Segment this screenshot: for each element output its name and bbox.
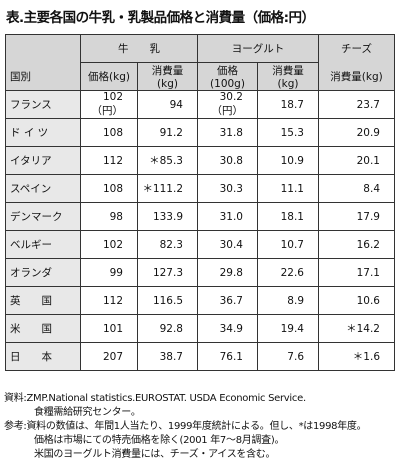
table-row: ド イ ツ 108 91.2 31.8 15.3 20.9	[5, 118, 395, 147]
table: 国別 牛 乳 ヨーグルト チーズ 価格(kg) 消費量(kg) 価格(100g)…	[5, 34, 395, 371]
cell: 15.3	[257, 118, 319, 147]
cell: ＊1.6	[318, 342, 395, 371]
cell: 31.8	[197, 118, 258, 147]
cell: 30.2（円）	[197, 90, 258, 119]
group-header: 牛 乳	[80, 34, 198, 63]
country: フランス	[5, 90, 81, 119]
table-row: 英 国 112 116.5 36.7 8.9 10.6	[5, 286, 395, 315]
cell: 10.6	[318, 286, 395, 315]
cell: 23.7	[318, 90, 395, 119]
cell: 11.1	[257, 174, 319, 203]
table-row: デンマーク 98 133.9 31.0 18.1 17.9	[5, 202, 395, 231]
cell: 133.9	[137, 202, 198, 231]
cell: 18.1	[257, 202, 319, 231]
cell: 17.9	[318, 202, 395, 231]
cell: 10.7	[257, 230, 319, 259]
sub-header: 消費量(kg)	[257, 62, 319, 91]
note-line: 食糧需給研究センター。	[34, 407, 141, 418]
cell: 30.3	[197, 174, 258, 203]
cell: 7.6	[257, 342, 319, 371]
note-line: 米国のヨーグルト消費量には、チーズ・アイスを含む。	[34, 449, 276, 460]
cell: 16.2	[318, 230, 395, 259]
cell: 20.1	[318, 146, 395, 175]
cell: 91.2	[137, 118, 198, 147]
sub-header: 消費量(kg)	[318, 62, 395, 91]
table-row: フランス 102（円） 94 30.2（円） 18.7 23.7	[5, 90, 395, 119]
country: イタリア	[5, 146, 81, 175]
country: オランダ	[5, 258, 81, 287]
cell: 22.6	[257, 258, 319, 287]
note-line: 価格は市場にての特売価格を除く(2001 年7〜8月調査)。	[34, 435, 285, 446]
country: スペイン	[5, 174, 81, 203]
cell: 82.3	[137, 230, 198, 259]
cell: 102	[80, 230, 138, 259]
cell: 34.9	[197, 314, 258, 343]
cell: 92.8	[137, 314, 198, 343]
country: 米 国	[5, 314, 81, 343]
cell: 207	[80, 342, 138, 371]
country: 日 本	[5, 342, 81, 371]
country: デンマーク	[5, 202, 81, 231]
cell: 99	[80, 258, 138, 287]
cell: 108	[80, 174, 138, 203]
table-row: 米 国 101 92.8 34.9 19.4 ＊14.2	[5, 314, 395, 343]
cell: 36.7	[197, 286, 258, 315]
cell: 94	[137, 90, 198, 119]
cell: 30.4	[197, 230, 258, 259]
corner-header: 国別	[5, 34, 81, 91]
cell: 112	[80, 286, 138, 315]
cell: 108	[80, 118, 138, 147]
note-line: 参考:資料の数値は、年間1人当たり、1999年度統計による。但し、*は1998年…	[4, 421, 367, 432]
title: 表.主要各国の牛乳・乳製品価格と消費量（価格:円）	[6, 10, 315, 26]
cell: 20.9	[318, 118, 395, 147]
cell: ＊85.3	[137, 146, 198, 175]
group-header: ヨーグルト	[197, 34, 319, 63]
cell: 116.5	[137, 286, 198, 315]
cell: 112	[80, 146, 138, 175]
cell: 29.8	[197, 258, 258, 287]
country: ド イ ツ	[5, 118, 81, 147]
country: ベルギー	[5, 230, 81, 259]
cell: 8.9	[257, 286, 319, 315]
cell: 102（円）	[80, 90, 138, 119]
cell: 19.4	[257, 314, 319, 343]
cell: 127.3	[137, 258, 198, 287]
cell: 101	[80, 314, 138, 343]
country: 英 国	[5, 286, 81, 315]
cell: 76.1	[197, 342, 258, 371]
cell: 10.9	[257, 146, 319, 175]
sub-header: 価格(100g)	[197, 62, 258, 91]
cell: 17.1	[318, 258, 395, 287]
cell: 31.0	[197, 202, 258, 231]
cell: 38.7	[137, 342, 198, 371]
group-header: チーズ	[318, 34, 395, 63]
note-line: 資料:ZMP.National statistics.EUROSTAT. USD…	[4, 393, 306, 404]
sub-header: 消費量(kg)	[137, 62, 198, 91]
table-row: イタリア 112 ＊85.3 30.8 10.9 20.1	[5, 146, 395, 175]
cell: 30.8	[197, 146, 258, 175]
cell: 8.4	[318, 174, 395, 203]
cell: 98	[80, 202, 138, 231]
cell: ＊14.2	[318, 314, 395, 343]
table-row: スペイン 108 ＊111.2 30.3 11.1 8.4	[5, 174, 395, 203]
table-row: オランダ 99 127.3 29.8 22.6 17.1	[5, 258, 395, 287]
notes: 資料:ZMP.National statistics.EUROSTAT. USD…	[4, 392, 367, 462]
table-row: ベルギー 102 82.3 30.4 10.7 16.2	[5, 230, 395, 259]
table-row: 日 本 207 38.7 76.1 7.6 ＊1.6	[5, 342, 395, 371]
sub-header: 価格(kg)	[80, 62, 138, 91]
cell: 18.7	[257, 90, 319, 119]
cell: ＊111.2	[137, 174, 198, 203]
